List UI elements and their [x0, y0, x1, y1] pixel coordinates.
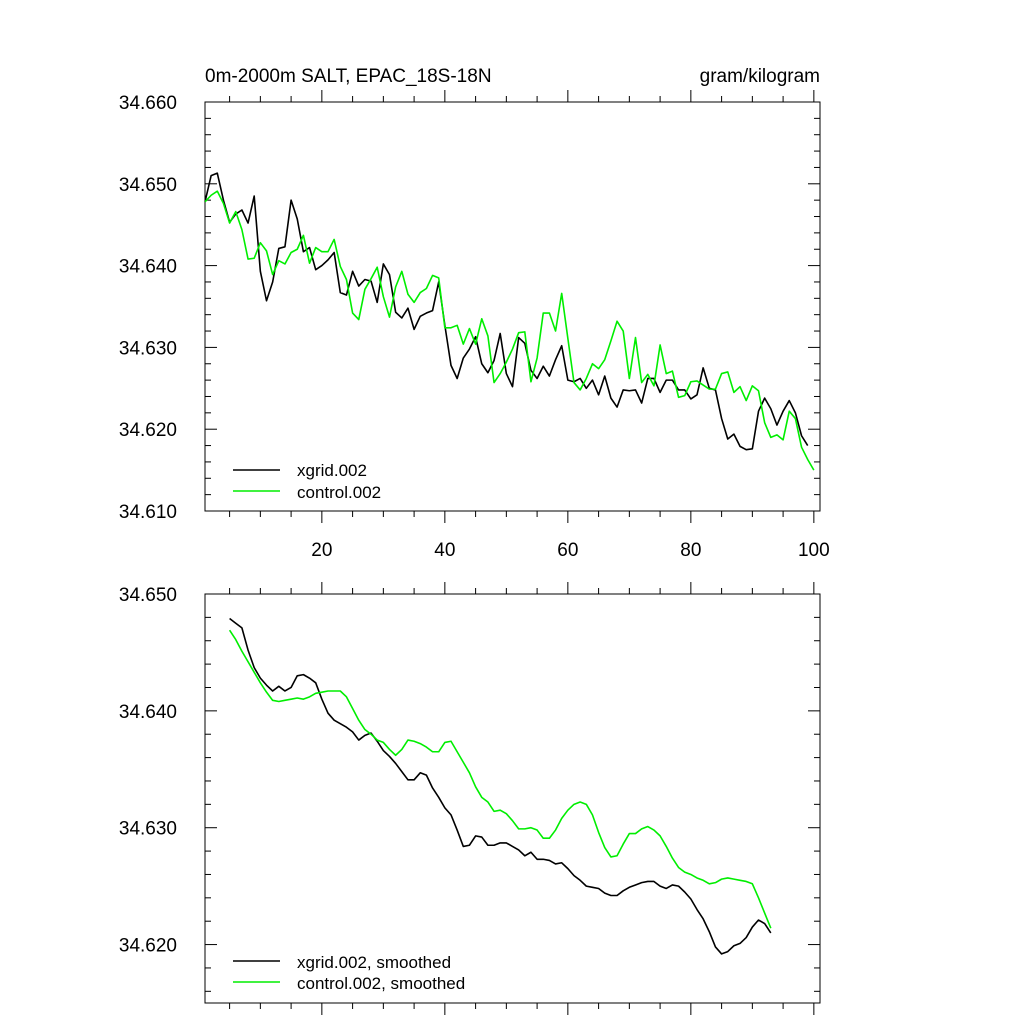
y-tick-label: 34.620 [119, 420, 177, 441]
top-chart-title: 0m-2000m SALT, EPAC_18S-18N [205, 66, 492, 87]
top-chart-units: gram/kilogram [700, 66, 820, 87]
top-series-lines [204, 172, 815, 471]
top-plot-frame [204, 101, 821, 512]
x-tick-label: 40 [434, 540, 455, 561]
y-tick-label: 34.650 [119, 175, 177, 196]
x-tick-label: 20 [311, 540, 332, 561]
x-tick-label: 80 [680, 540, 701, 561]
y-tick-label: 34.630 [119, 819, 177, 840]
top-panel: 0m-2000m SALT, EPAC_18S-18N gram/kilogra… [119, 66, 830, 561]
y-tick-label: 34.640 [119, 702, 177, 723]
top-legend-label-control: control.002 [297, 483, 381, 502]
bottom-axis-ticks: 34.620 34.630 34.640 34.650 [119, 582, 820, 1015]
bottom-plot-frame [204, 593, 821, 1004]
bottom-legend: xgrid.002, smoothed control.002, smoothe… [233, 953, 465, 993]
y-tick-label: 34.630 [119, 338, 177, 359]
y-tick-label: 34.640 [119, 257, 177, 278]
series-line-xgrid [204, 172, 809, 451]
x-tick-label: 100 [798, 540, 830, 561]
bottom-panel: 34.620 34.630 34.640 34.650 xgrid.002, smoo… [119, 582, 821, 1015]
bottom-legend-label-xgrid: xgrid.002, smoothed [297, 953, 451, 972]
y-tick-label: 34.620 [119, 936, 177, 957]
top-axis-ticks: 34.610 34.620 34.630 34.640 34.650 34.660 20 40… [119, 90, 830, 561]
series-line-control [228, 629, 772, 929]
series-line-xgrid [229, 617, 772, 955]
y-tick-label: 34.610 [119, 502, 177, 523]
series-line-control [204, 190, 815, 471]
top-legend-label-xgrid: xgrid.002 [297, 461, 367, 480]
y-tick-label: 34.660 [119, 93, 177, 114]
x-tick-label: 60 [557, 540, 578, 561]
y-tick-label: 34.650 [119, 585, 177, 606]
bottom-series-lines [228, 617, 772, 955]
bottom-legend-label-control: control.002, smoothed [297, 974, 465, 993]
top-legend: xgrid.002 control.002 [233, 461, 381, 502]
